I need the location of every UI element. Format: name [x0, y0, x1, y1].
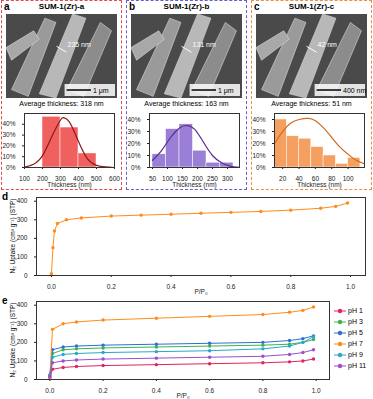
svg-text:100: 100 [19, 175, 30, 182]
html-text:SUM-1(Zr)-b: SUM-1(Zr)-b [163, 2, 210, 11]
svg-text:0.6: 0.6 [205, 387, 214, 394]
svg-text:50: 50 [149, 175, 157, 182]
svg-text:0.8: 0.8 [258, 387, 267, 394]
html-text:N₂ Uptake (cm³ g⁻¹) (STP): N₂ Uptake (cm³ g⁻¹) (STP) [8, 302, 16, 378]
svg-text:0.8: 0.8 [286, 283, 295, 290]
svg-text:200: 200 [17, 234, 28, 241]
svg-text:80: 80 [328, 175, 336, 183]
svg-text:1 μm: 1 μm [218, 87, 234, 95]
svg-text:40%: 40% [2, 120, 15, 127]
svg-text:235 nm: 235 nm [68, 41, 92, 48]
svg-text:250: 250 [207, 175, 218, 183]
html-text:pH 5: pH 5 [348, 329, 363, 336]
html-text:pH 3: pH 3 [348, 318, 363, 325]
svg-text:10%: 10% [127, 152, 140, 159]
svg-text:40: 40 [295, 175, 303, 183]
svg-text:0: 0 [24, 376, 28, 383]
html-text:e: e [2, 295, 8, 306]
svg-text:400: 400 [73, 175, 84, 183]
svg-text:10%: 10% [2, 153, 15, 160]
svg-text:150: 150 [177, 175, 188, 183]
svg-text:30%: 30% [127, 128, 140, 135]
svg-text:200: 200 [37, 175, 48, 183]
svg-text:42 nm: 42 nm [318, 41, 338, 48]
svg-text:300: 300 [222, 175, 233, 182]
svg-text:20%: 20% [127, 140, 140, 147]
svg-text:131 nm: 131 nm [193, 41, 217, 48]
svg-text:30%: 30% [252, 128, 265, 135]
html-text:a: a [4, 1, 10, 12]
svg-text:20%: 20% [252, 140, 265, 147]
svg-text:0.2: 0.2 [107, 283, 116, 290]
svg-text:0.6: 0.6 [226, 283, 235, 290]
svg-text:Thickness (nm): Thickness (nm) [172, 181, 216, 189]
svg-text:0%: 0% [6, 164, 16, 171]
svg-text:600: 600 [109, 175, 120, 182]
svg-text:100: 100 [17, 357, 28, 364]
svg-text:0%: 0% [131, 164, 141, 171]
svg-text:300: 300 [55, 175, 66, 183]
svg-text:200: 200 [17, 338, 28, 345]
svg-text:100: 100 [343, 175, 354, 182]
html-text:N₂ Uptake (cm³ g⁻¹) (STP): N₂ Uptake (cm³ g⁻¹) (STP) [8, 198, 16, 274]
svg-text:400: 400 [17, 197, 28, 204]
svg-text:100: 100 [17, 253, 28, 260]
html-text:Average thickness: 51 nm: Average thickness: 51 nm [271, 100, 352, 107]
svg-text:300: 300 [17, 216, 28, 223]
svg-text:Thickness (nm): Thickness (nm) [47, 181, 91, 189]
svg-text:1.0: 1.0 [346, 283, 355, 290]
html-text:c: c [254, 1, 260, 12]
svg-text:40%: 40% [252, 116, 265, 123]
svg-text:1.0: 1.0 [312, 387, 321, 394]
html-text:pH 11: pH 11 [348, 362, 367, 369]
html-text:pH 9: pH 9 [348, 351, 363, 358]
svg-text:400: 400 [17, 301, 28, 308]
html-text:pH 1: pH 1 [348, 307, 363, 314]
svg-text:300: 300 [17, 320, 28, 327]
html-text:Average thickness: 163 nm: Average thickness: 163 nm [144, 100, 229, 107]
svg-text:500: 500 [91, 175, 102, 182]
html-text:d: d [2, 191, 9, 202]
html-text:pH 7: pH 7 [348, 340, 363, 347]
html-text:SUM-1(Zr)-c: SUM-1(Zr)-c [288, 2, 335, 11]
svg-text:0.4: 0.4 [167, 283, 176, 290]
svg-text:200: 200 [192, 175, 203, 183]
svg-text:0.0: 0.0 [47, 283, 56, 290]
svg-text:P/P₀: P/P₀ [194, 288, 207, 295]
svg-text:0.4: 0.4 [152, 387, 161, 394]
html-text:SUM-1(Zr)-a: SUM-1(Zr)-a [38, 2, 85, 11]
svg-text:20: 20 [279, 175, 287, 182]
svg-text:0.2: 0.2 [99, 387, 108, 394]
svg-text:40%: 40% [127, 116, 140, 123]
html-text:b: b [129, 1, 136, 12]
svg-text:1 μm: 1 μm [93, 87, 109, 95]
svg-text:P/P₀: P/P₀ [176, 392, 189, 399]
svg-text:100: 100 [162, 175, 173, 183]
svg-text:400 nm: 400 nm [343, 87, 367, 94]
svg-text:30%: 30% [2, 131, 15, 138]
svg-text:10%: 10% [252, 152, 265, 159]
svg-text:0: 0 [24, 272, 28, 279]
svg-text:60: 60 [311, 175, 319, 183]
svg-text:20%: 20% [2, 142, 15, 149]
svg-text:0%: 0% [256, 164, 266, 171]
svg-text:0.0: 0.0 [45, 387, 54, 394]
svg-text:Thickness (nm): Thickness (nm) [297, 181, 341, 189]
html-text:Average thickness: 318 nm: Average thickness: 318 nm [19, 100, 104, 107]
